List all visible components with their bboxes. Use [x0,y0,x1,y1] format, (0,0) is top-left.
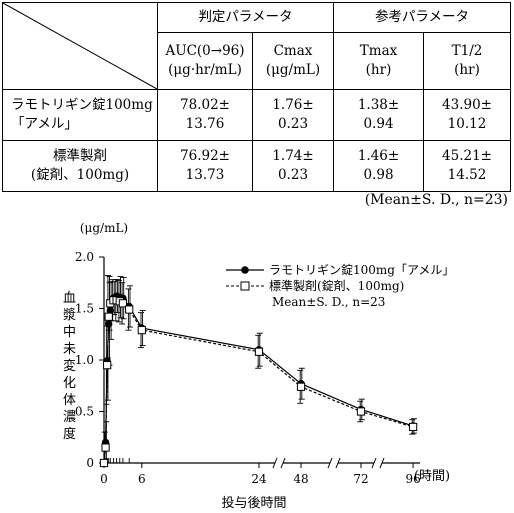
series-line-1 [103,295,414,464]
x-tick-label: 72 [353,472,368,486]
legend-marker-filled-circle [241,266,249,274]
data-point-reference [104,312,113,321]
value-cell: 43.90± 10.12 [423,89,511,141]
y-axis-label: 血漿中未変化体濃度 [63,291,76,442]
plot-area: 0 0.5 1.0 1.5 2.0 0 6 24 48 72 96 [75,250,421,486]
x-axis-unit: (時間) [414,469,450,484]
col-header-tmax: Tmax (hr) [333,32,424,90]
axis-break-mark [327,457,333,469]
col-header-cmax: Cmax (μg/mL) [252,32,334,90]
y-tick-label: 2.0 [75,250,94,264]
x-tick-label: 96 [405,472,420,486]
data-point-reference [254,347,264,356]
drug-name-cell: ラモトリギン錠100mg 「アメル」 [2,89,158,141]
data-point-test [105,320,113,328]
table-row: 標準製剤 (錠剤、100mg) 76.92± 13.73 1.74± 0.23 1.… [2,140,511,192]
data-point-reference [103,361,112,370]
value-cell: 76.92± 13.73 [157,140,253,192]
data-point-reference [296,382,306,391]
axis-break-mark [335,457,341,469]
legend-entry-reference: 標準製剤(錠剤、100mg) [269,278,404,293]
axis-break-gap [374,457,382,469]
series-line-2 [103,299,414,464]
axis-break-mark [371,457,377,469]
value-cell: 78.02± 13.76 [157,89,253,141]
concentration-time-chart: (μg/mL) 血漿中未変化体濃度 0 0.5 1.0 1.5 2.0 0 6 24 48 72 9… [63,221,454,511]
y-axis-unit: (μg/mL) [80,221,128,235]
data-point-test [106,306,115,315]
y-tick-label: 0 [86,456,94,470]
pk-parameter-table: 判定パラメータ 参考パラメータ AUC(0→96) (μg·hr/mL) Cma… [2,1,511,192]
y-tick-label: 0.5 [75,405,94,419]
x-tick-label: 48 [293,472,308,486]
y-tick-label: 1.0 [75,353,94,367]
value-cell: 1.46± 0.98 [333,140,424,192]
x-tick-label: 6 [138,472,146,486]
value-cell: 45.21± 14.52 [423,140,511,192]
value-cell: 1.76± 0.23 [252,89,334,141]
col-header-thalf: T1/2 (hr) [423,32,511,90]
axis-break-mark [280,457,286,469]
table-row: ラモトリギン錠100mg 「アメル」 78.02± 13.76 1.76± 0.23… [2,89,511,141]
corner-diagonal [3,3,157,89]
table-corner-cell [2,2,158,90]
group-header-judgement: 判定パラメータ [157,1,334,34]
axis-break-mark [379,457,385,469]
data-point-reference [137,326,146,335]
col-header-auc: AUC(0→96) (μg·hr/mL) [157,32,253,90]
x-tick-label: 0 [100,472,108,486]
value-cell: 1.38± 0.94 [333,89,424,141]
legend-entry-statistics: Mean±S. D., n=23 [272,295,385,309]
legend-marker-open-square [240,281,250,291]
axis-break-gap [330,457,338,469]
data-point-reference [408,422,418,432]
data-point-reference [101,443,110,452]
x-tick-label: 24 [251,472,267,486]
group-header-reference: 参考パラメータ [333,1,511,34]
statistics-note: (Mean±S. D., n=23) [364,192,508,208]
value-cell: 1.74± 0.23 [252,140,334,192]
data-point-reference [99,458,109,468]
drug-name-cell: 標準製剤 (錠剤、100mg) [2,140,158,192]
legend: ラモトリギン錠100mg「アメル」 標準製剤(錠剤、100mg) Mean±S.… [226,262,454,309]
axis-break-gap [275,457,283,469]
y-tick-label: 1.5 [75,302,94,316]
x-axis-label: 投与後時間 [221,495,286,511]
axis-break-mark [272,457,278,469]
data-point-reference [125,305,134,314]
data-point-reference [356,407,366,416]
data-point-reference [118,299,128,308]
legend-entry-test: ラモトリギン錠100mg「アメル」 [269,262,454,277]
